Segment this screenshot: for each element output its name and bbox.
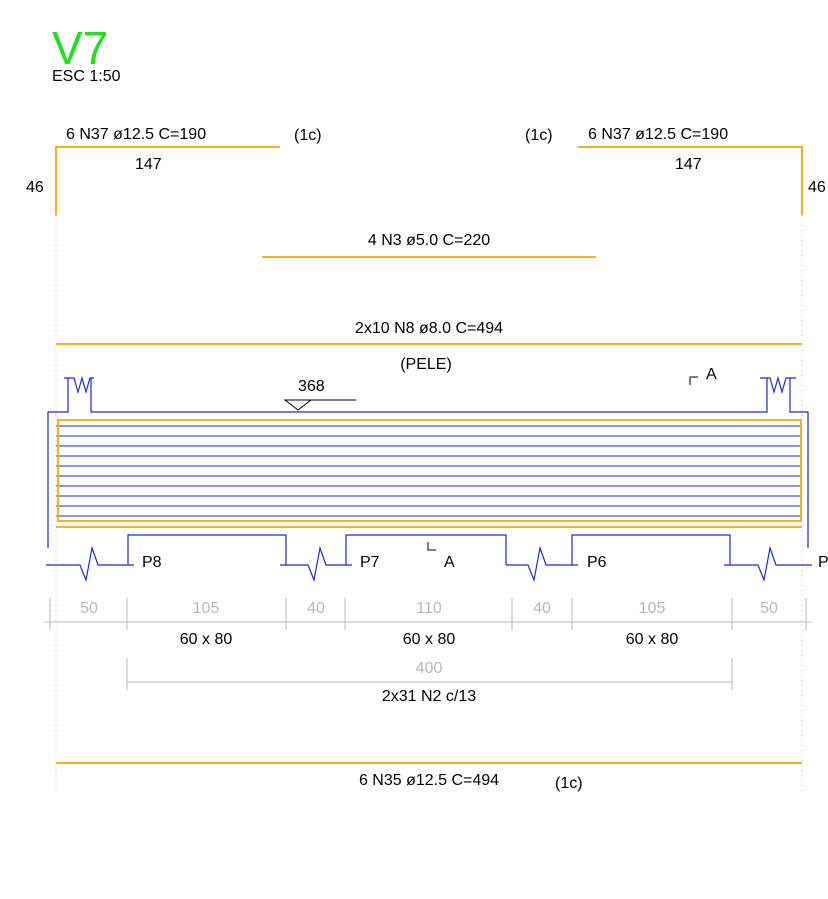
- span-dimension-line: [44, 598, 812, 630]
- pillar-section: 60 x 80: [180, 631, 233, 648]
- pillar-label-p8: P8: [142, 554, 162, 571]
- section-mark-bottom: A: [427, 542, 455, 571]
- pillar-label-p6: P6: [587, 554, 607, 571]
- span-values: 50 105 40 110 40 105 50: [80, 600, 778, 617]
- beam-title: V7: [52, 22, 108, 74]
- section-label-top: A: [706, 366, 717, 383]
- bar-n8-label: 2x10 N8 ø8.0 C=494: [355, 320, 503, 337]
- pillar-label-p7: P7: [360, 554, 380, 571]
- top-bar-right-hook: 46: [808, 179, 826, 196]
- bottom-bar-count: (1c): [555, 775, 583, 792]
- section-mark-top: A: [689, 366, 717, 385]
- pillar-section: 60 x 80: [403, 631, 456, 648]
- span-value: 105: [639, 600, 666, 617]
- level-marker: 368: [283, 378, 356, 411]
- top-bar-right-count: (1c): [525, 127, 553, 144]
- top-bar-left: 6 N37 ø12.5 C=190 (1c) 147 46: [26, 126, 322, 215]
- beam-outline: [46, 375, 812, 583]
- top-bar-left-label: 6 N37 ø12.5 C=190: [66, 126, 206, 143]
- section-label-bottom: A: [444, 554, 455, 571]
- bottom-bar-label: 6 N35 ø12.5 C=494: [359, 772, 499, 789]
- bar-n3: 4 N3 ø5.0 C=220: [262, 232, 596, 258]
- span-value: 110: [416, 600, 442, 617]
- span-value: 50: [760, 600, 778, 617]
- scale-label: ESC 1:50: [52, 68, 121, 85]
- stirrup-dimension: [126, 658, 733, 690]
- stirrup-bars: [56, 419, 802, 528]
- top-bar-left-hook: 46: [26, 179, 44, 196]
- level-value: 368: [298, 378, 325, 395]
- bar-n8-note: (PELE): [400, 356, 452, 373]
- bar-n8: 2x10 N8 ø8.0 C=494 (PELE): [56, 320, 802, 373]
- span-value: 50: [80, 600, 98, 617]
- longitudinal-bars: [56, 425, 802, 517]
- span-value: 40: [533, 600, 551, 617]
- top-bar-left-length: 147: [135, 156, 162, 173]
- span-value: 40: [307, 600, 325, 617]
- pillar-section: 60 x 80: [626, 631, 679, 648]
- stirrup-label: 2x31 N2 c/13: [382, 688, 476, 705]
- top-bar-right-length: 147: [675, 156, 702, 173]
- stirrup-length: 400: [416, 660, 443, 677]
- bottom-bar: 6 N35 ø12.5 C=494 (1c): [56, 762, 802, 792]
- extension-lines: [55, 215, 803, 795]
- span-value: 105: [193, 600, 220, 617]
- bar-n3-label: 4 N3 ø5.0 C=220: [368, 232, 490, 249]
- top-bar-right-label: 6 N37 ø12.5 C=190: [588, 126, 728, 143]
- pillar-label-p: P: [818, 554, 828, 571]
- top-bar-right: (1c) 6 N37 ø12.5 C=190 147 46: [525, 126, 826, 215]
- top-bar-left-count: (1c): [294, 127, 322, 144]
